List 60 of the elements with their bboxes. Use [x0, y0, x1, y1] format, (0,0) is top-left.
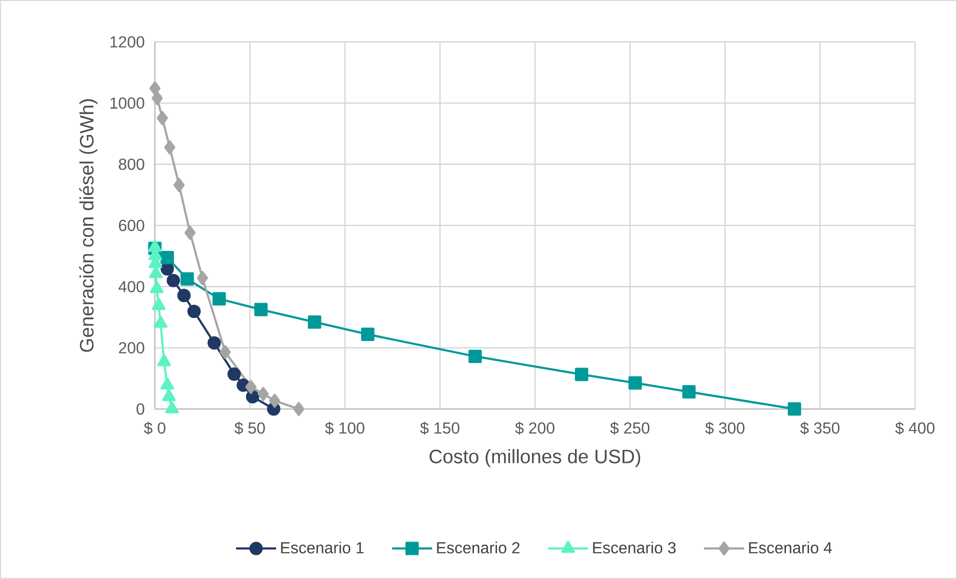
point [160, 262, 174, 276]
point [468, 350, 482, 364]
point [246, 390, 260, 404]
x-tick-label: $ 350 [800, 422, 840, 435]
y-tick-label: 1000 [110, 97, 144, 109]
point [173, 178, 185, 192]
x-tick-label: $ 150 [420, 422, 460, 435]
x-axis-title: Costo (millones de USD) [430, 449, 640, 468]
y-tick-label: 200 [118, 342, 144, 354]
point [157, 354, 171, 366]
x-tick-label: $ 300 [705, 422, 744, 435]
x-tick-label: $ 100 [325, 422, 364, 435]
point [160, 377, 174, 390]
point [180, 272, 194, 286]
legend-label: Escenario 2 [437, 542, 520, 554]
point [220, 345, 231, 360]
point [149, 266, 163, 278]
point [166, 274, 180, 288]
point [165, 401, 179, 414]
y-axis-title: Generación con diésel (GWh) [79, 99, 98, 352]
point [156, 111, 168, 126]
y-tick-label: 0 [136, 403, 144, 415]
x-tick-label: $ 0 [144, 422, 166, 435]
legend-label: Escenario 1 [281, 542, 364, 554]
point [254, 302, 268, 316]
point [160, 250, 174, 264]
point [184, 226, 196, 240]
point [227, 367, 241, 381]
point [293, 402, 304, 416]
point [196, 271, 208, 286]
point [245, 380, 256, 394]
point [154, 316, 168, 328]
y-tick-label: 1200 [110, 36, 144, 48]
point [150, 281, 164, 294]
point [152, 91, 163, 106]
point [361, 328, 374, 342]
point [574, 368, 588, 382]
point [788, 402, 802, 416]
point [177, 288, 191, 302]
point [187, 304, 201, 318]
y-tick-label: 400 [118, 280, 144, 292]
point [164, 140, 176, 155]
point [149, 81, 160, 96]
y-tick-label: 800 [118, 158, 144, 170]
point [308, 315, 322, 329]
point [208, 336, 221, 350]
y-tick-label: 600 [118, 220, 144, 232]
x-tick-label: $ 400 [895, 422, 935, 435]
point [682, 385, 696, 399]
x-tick-label: $ 50 [234, 422, 265, 435]
x-tick-label: $ 200 [515, 422, 554, 435]
point [258, 386, 269, 402]
legend-label: Escenario 4 [749, 542, 832, 554]
legend-label: Escenario 3 [593, 542, 676, 554]
x-tick-label: $ 250 [610, 422, 650, 435]
point [269, 394, 280, 408]
point [212, 292, 226, 306]
point [152, 298, 166, 310]
point [628, 376, 642, 390]
point [162, 389, 176, 402]
